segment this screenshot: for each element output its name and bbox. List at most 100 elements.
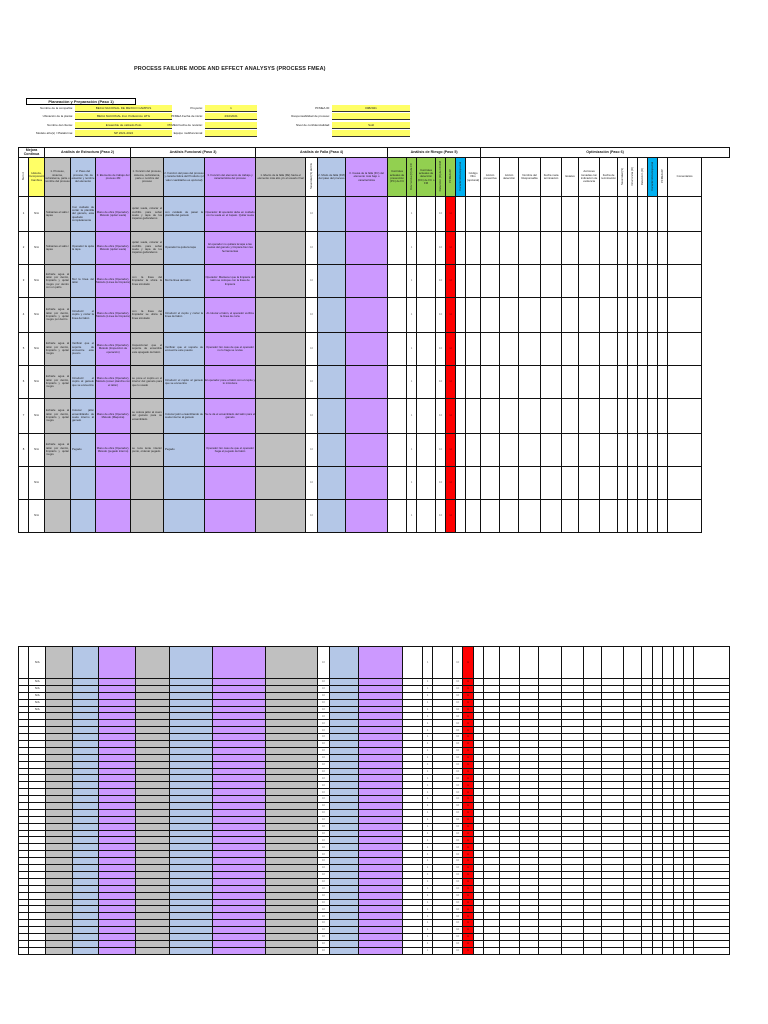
failure-mode-cell[interactable] (317, 365, 347, 399)
cell[interactable] (432, 802, 453, 810)
optimization-cell[interactable] (561, 912, 585, 921)
optimization-cell[interactable] (498, 705, 520, 714)
optimization-cell[interactable] (561, 332, 580, 366)
optimization-cell[interactable] (693, 740, 730, 748)
failure-effect-cell[interactable] (255, 433, 307, 467)
process-step-cell[interactable]: Mol la linea del talón (70, 264, 96, 298)
optimization-cell[interactable] (651, 781, 664, 790)
cell[interactable]: H (462, 932, 474, 941)
optimization-cell[interactable] (480, 365, 501, 399)
optimization-cell[interactable] (538, 905, 563, 914)
cell[interactable]: N/A (28, 705, 47, 714)
cell[interactable] (358, 864, 404, 872)
cell[interactable] (211, 946, 266, 955)
optimization-cell[interactable] (538, 843, 563, 852)
history-cell[interactable]: N/A (28, 264, 45, 298)
cell[interactable] (432, 740, 453, 748)
optimization-cell[interactable] (662, 740, 674, 748)
optimization-cell[interactable] (483, 857, 500, 866)
cell[interactable]: 1 (421, 678, 434, 686)
failure-mode-cell[interactable] (317, 332, 347, 366)
process-cell[interactable]: Echarle agua al talón por dentro, limpia… (44, 433, 71, 467)
optimization-cell[interactable] (600, 926, 624, 934)
optimization-cell[interactable] (662, 857, 674, 866)
cell[interactable] (432, 850, 453, 859)
cell[interactable] (329, 802, 360, 810)
optimization-cell[interactable] (672, 891, 685, 900)
optimization-cell[interactable] (651, 864, 664, 872)
cell[interactable] (168, 705, 213, 714)
optimization-cell[interactable] (561, 802, 585, 810)
cell[interactable] (45, 712, 74, 721)
cell[interactable]: H (462, 939, 474, 948)
cell[interactable] (72, 877, 100, 886)
cell[interactable] (402, 864, 423, 872)
optimization-cell[interactable] (641, 905, 653, 914)
function-step-cell[interactable]: Verificar que el soporte de encuentre es… (163, 332, 206, 366)
cell[interactable] (134, 726, 170, 735)
optimization-cell[interactable] (561, 843, 585, 852)
cell[interactable] (432, 698, 453, 707)
cell[interactable] (134, 740, 170, 748)
cell[interactable] (358, 740, 404, 748)
cell[interactable]: 10 (316, 939, 331, 948)
optimization-cell[interactable] (641, 753, 653, 762)
cell[interactable]: 1 (421, 843, 434, 852)
cell[interactable] (72, 746, 100, 755)
optimization-cell[interactable] (599, 297, 619, 333)
cell[interactable] (211, 753, 266, 762)
cell[interactable] (45, 781, 74, 790)
cell[interactable]: H (462, 815, 474, 824)
cell[interactable]: H (462, 946, 474, 955)
cell[interactable] (134, 788, 170, 797)
cell[interactable] (17, 857, 30, 866)
field-value[interactable] (205, 121, 257, 129)
cell[interactable] (168, 850, 213, 859)
optimization-cell[interactable] (538, 760, 563, 769)
cell[interactable] (98, 836, 136, 845)
cell[interactable] (168, 870, 213, 879)
process-step-cell[interactable]: Operador la quita la tapa (70, 231, 96, 265)
function-step-cell[interactable]: con cuidado de pasar la plantilla del ga… (163, 196, 206, 232)
cell[interactable] (168, 802, 213, 810)
cell[interactable] (211, 684, 266, 693)
cell[interactable]: H (462, 877, 474, 886)
failure-effect-cell[interactable] (255, 297, 307, 333)
optimization-cell[interactable] (465, 231, 482, 265)
occurrence-cell[interactable]: 1 (406, 365, 418, 399)
cell[interactable] (17, 912, 30, 921)
cell[interactable] (358, 932, 404, 941)
cell[interactable]: N/A (28, 684, 47, 693)
cell[interactable] (72, 905, 100, 914)
optimization-cell[interactable] (518, 746, 540, 755)
cell[interactable] (72, 733, 100, 742)
cell[interactable]: H (462, 919, 474, 928)
optimization-cell[interactable] (662, 646, 674, 679)
cell[interactable] (72, 740, 100, 748)
optimization-cell[interactable] (561, 781, 585, 790)
severity-cell[interactable]: 10 (305, 297, 319, 333)
process-step-cell[interactable]: Colocar jalón ensamblando de suela inter… (70, 398, 96, 434)
optimization-cell[interactable] (647, 398, 659, 434)
cell[interactable] (28, 788, 47, 797)
cell[interactable] (211, 870, 266, 879)
cell[interactable]: 10 (451, 760, 464, 769)
cell[interactable] (17, 733, 30, 742)
optimization-cell[interactable] (518, 877, 540, 886)
cell[interactable] (264, 740, 318, 748)
optimization-cell[interactable] (498, 857, 520, 866)
optimization-cell[interactable] (483, 733, 500, 742)
cell[interactable]: H (462, 905, 474, 914)
cell[interactable]: H (462, 802, 474, 810)
special-char-cell[interactable] (455, 499, 467, 533)
cell[interactable] (211, 760, 266, 769)
optimization-cell[interactable] (583, 884, 602, 893)
cell[interactable]: 1 (421, 781, 434, 790)
optimization-cell[interactable] (498, 898, 520, 907)
process-step-cell[interactable]: Pegado (70, 433, 96, 467)
cell[interactable] (472, 877, 485, 886)
optimization-cell[interactable] (622, 678, 643, 686)
cell[interactable] (168, 932, 213, 941)
optimization-cell[interactable] (465, 499, 482, 533)
optimization-cell[interactable] (627, 365, 639, 399)
